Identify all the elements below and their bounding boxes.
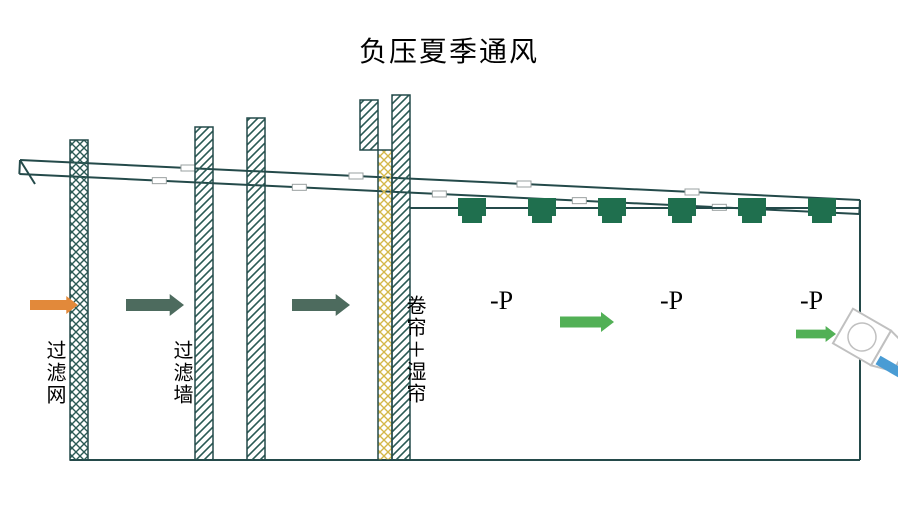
ceiling-vent-icon xyxy=(598,198,626,216)
roof-joint-icon xyxy=(181,165,195,171)
filter-wall-left xyxy=(195,127,213,460)
flow-arrow-3 xyxy=(560,312,614,332)
roof-joint-icon xyxy=(292,184,306,190)
roof-joint-icon xyxy=(349,173,363,179)
filter-net-wall xyxy=(70,140,88,460)
filter-wall-right xyxy=(247,118,265,460)
flow-arrow-4 xyxy=(796,326,836,342)
pressure-label: -P xyxy=(490,286,513,316)
roof-joint-icon xyxy=(152,178,166,184)
flow-arrow-1 xyxy=(126,294,184,316)
pressure-label: -P xyxy=(800,286,823,316)
label-filter-wall: 过滤墙 xyxy=(167,340,196,406)
label-curtain-wet: 卷帘＋湿帘 xyxy=(400,295,429,405)
label-filter-net: 过滤网 xyxy=(40,340,69,406)
pressure-label: -P xyxy=(660,286,683,316)
curtain-wall-right xyxy=(392,95,410,460)
roof-joint-icon xyxy=(685,189,699,195)
curtain-wet-pad xyxy=(378,150,392,460)
roof-joint-icon xyxy=(432,191,446,197)
curtain-wall-left xyxy=(360,100,378,150)
roof-joint-icon xyxy=(572,198,586,204)
ventilation-diagram xyxy=(0,0,898,508)
flow-arrow-2 xyxy=(292,294,350,316)
ceiling-vent-icon xyxy=(528,198,556,216)
ceiling-vent-icon xyxy=(458,198,486,216)
ceiling-vent-icon xyxy=(738,198,766,216)
roof-joint-icon xyxy=(517,181,531,187)
ceiling-vent-icon xyxy=(668,198,696,216)
ceiling-vent-icon xyxy=(808,198,836,216)
